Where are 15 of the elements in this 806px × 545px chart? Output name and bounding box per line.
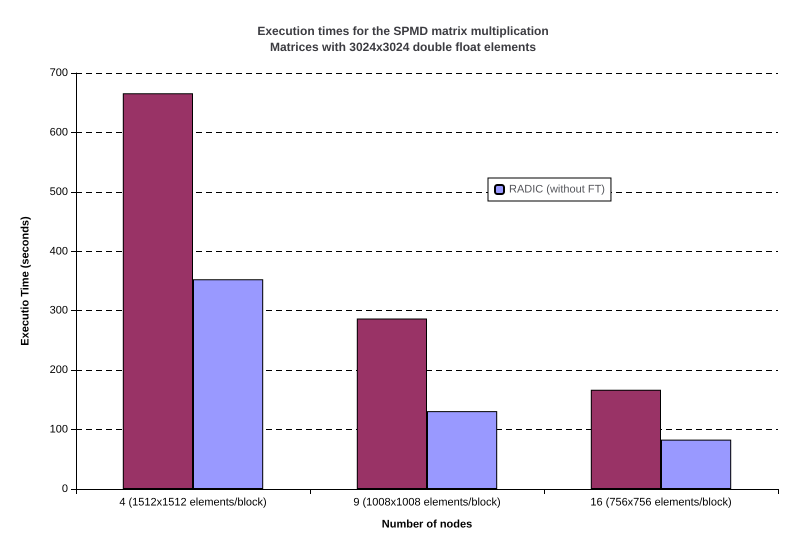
y-tick-label: 700: [50, 67, 68, 79]
y-tick-label: 0: [62, 483, 68, 495]
x-axis-title: Number of nodes: [382, 518, 472, 530]
y-tick-label: 500: [50, 186, 68, 198]
chart-title: Execution times for the SPMD matrix multiplication Matrices with 3024x3024 double float elements: [257, 24, 549, 54]
y-tick-label: 300: [50, 304, 68, 317]
y-tick-label: 400: [50, 245, 68, 258]
x-tick-label: 4 (1512x1512 elements/block): [119, 496, 267, 508]
x-tick-label: 16 (756x756 elements/block): [590, 496, 732, 508]
x-tick-label: 9 (1008x1008 elements/block): [353, 496, 501, 508]
y-tick-label: 200: [50, 364, 68, 376]
y-tick-label: 600: [50, 126, 68, 138]
y-tick-label: 100: [50, 424, 68, 436]
legend-label: RADIC (without FT): [509, 184, 605, 196]
y-axis-title: Executio Time (seconds): [20, 216, 32, 346]
